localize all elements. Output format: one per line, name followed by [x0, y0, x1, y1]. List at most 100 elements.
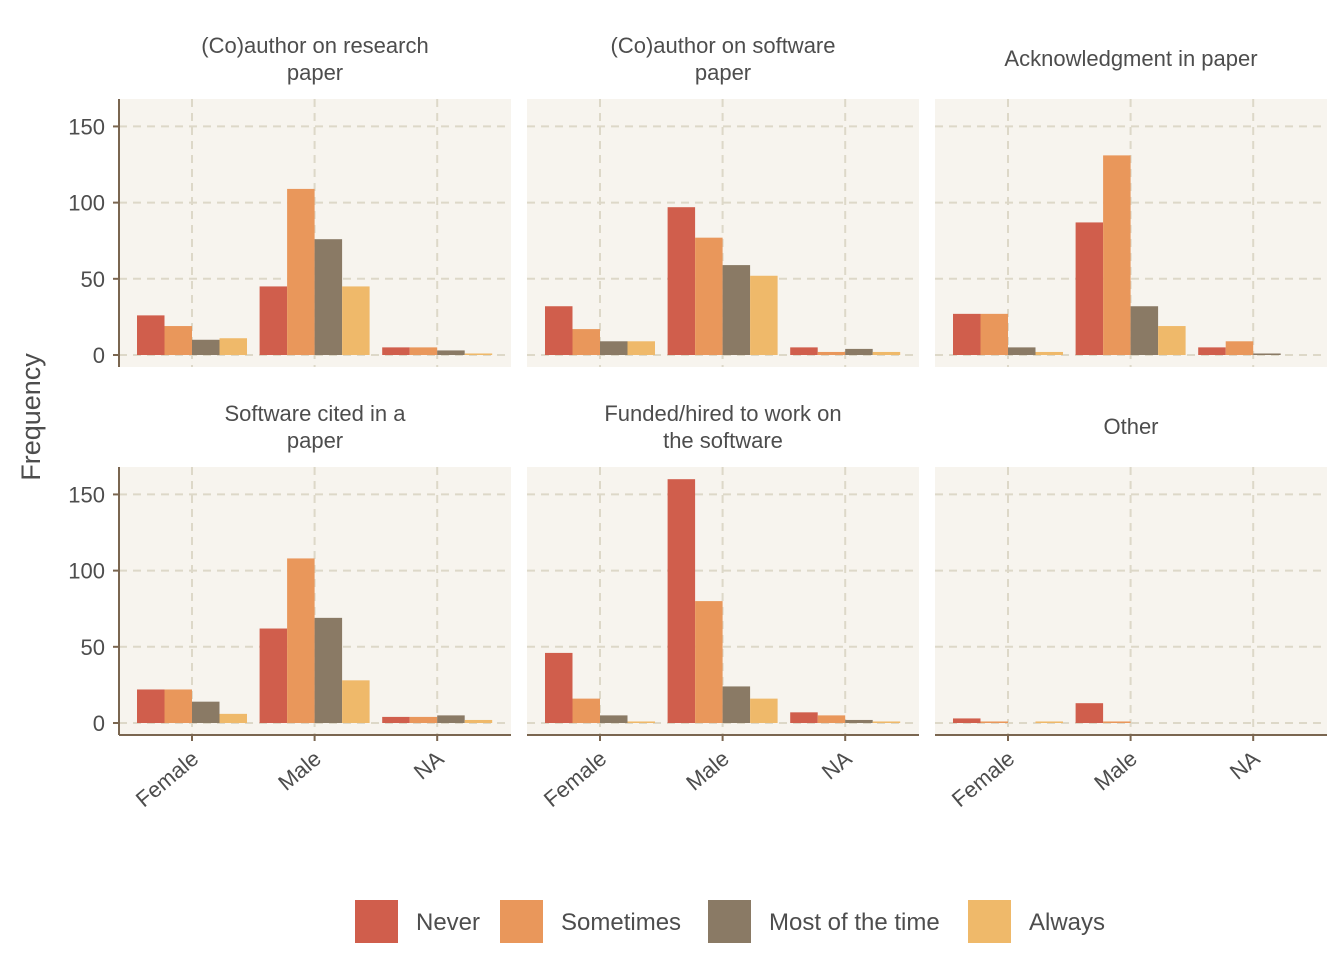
- bar: [545, 652, 573, 723]
- bar: [259, 286, 288, 355]
- bar: [572, 329, 600, 355]
- bar: [953, 718, 981, 723]
- bar: [1075, 222, 1104, 355]
- bar: [1103, 155, 1131, 355]
- x-tick-label: NA: [817, 745, 857, 784]
- bar: [1225, 341, 1254, 355]
- x-tick-label: Female: [131, 746, 203, 812]
- bar: [342, 286, 370, 355]
- bar: [382, 347, 410, 355]
- bar: [1130, 306, 1159, 355]
- bar: [1253, 353, 1281, 355]
- panel-title: (Co)author on software: [611, 33, 836, 58]
- bar: [1103, 721, 1131, 723]
- panel-title: Acknowledgment in paper: [1004, 46, 1257, 71]
- y-tick-label: 50: [81, 267, 105, 292]
- legend-label: Most of the time: [769, 909, 940, 936]
- panel-title: Other: [1103, 414, 1158, 439]
- bar: [314, 239, 343, 355]
- bar: [464, 719, 493, 723]
- bar: [1075, 703, 1104, 723]
- bar: [437, 350, 465, 355]
- y-tick-label: 100: [68, 191, 105, 216]
- bar: [667, 479, 696, 723]
- y-tick-label: 150: [68, 114, 105, 139]
- x-tick-label: Female: [947, 746, 1019, 812]
- panel-title: paper: [287, 60, 343, 85]
- bar: [695, 237, 723, 355]
- bar: [1035, 721, 1063, 723]
- bar: [980, 313, 1008, 355]
- x-tick-label: NA: [1225, 745, 1265, 784]
- bar: [259, 628, 288, 723]
- bar: [1035, 351, 1063, 355]
- bar: [1198, 347, 1226, 355]
- bar: [750, 698, 778, 723]
- bar: [219, 338, 247, 355]
- bar: [627, 341, 655, 355]
- panel-title: Software cited in a: [225, 401, 407, 426]
- bar: [627, 721, 655, 723]
- legend-key: [968, 900, 1011, 943]
- y-tick-label: 0: [93, 711, 105, 736]
- bar: [953, 313, 981, 355]
- panel-title: Funded/hired to work on: [604, 401, 841, 426]
- x-tick-label: NA: [409, 745, 449, 784]
- x-tick-label: Male: [1089, 746, 1142, 796]
- bar: [790, 712, 818, 723]
- legend-label: Always: [1029, 909, 1105, 936]
- bar: [817, 351, 846, 355]
- panel-title: the software: [663, 428, 783, 453]
- bar: [164, 689, 192, 723]
- bar: [409, 716, 438, 723]
- bar: [872, 351, 901, 355]
- bar: [600, 715, 628, 723]
- x-tick-label: Male: [681, 746, 734, 796]
- bar: [192, 701, 220, 723]
- bar: [845, 719, 873, 723]
- panel-title: paper: [287, 428, 343, 453]
- bar: [845, 348, 873, 355]
- bar: [667, 207, 696, 355]
- bar: [872, 721, 901, 723]
- y-tick-label: 0: [93, 343, 105, 368]
- legend-key: [500, 900, 543, 943]
- panel-title: (Co)author on research: [201, 33, 428, 58]
- panel-title: paper: [695, 60, 751, 85]
- bar: [750, 275, 778, 355]
- bar: [287, 188, 315, 355]
- bar: [287, 558, 315, 723]
- bar: [722, 686, 751, 723]
- bar: [382, 716, 410, 723]
- bar: [817, 715, 846, 723]
- y-axis-title: Frequency: [16, 353, 46, 481]
- legend-key: [355, 900, 398, 943]
- legend-key: [708, 900, 751, 943]
- y-tick-label: 100: [68, 559, 105, 584]
- bar: [219, 713, 247, 723]
- bar: [572, 698, 600, 723]
- bar: [722, 265, 751, 355]
- bar: [600, 341, 628, 355]
- bar: [314, 617, 343, 723]
- bar: [1008, 347, 1036, 355]
- bar: [545, 306, 573, 355]
- bar: [980, 721, 1008, 723]
- legend-label: Sometimes: [561, 909, 681, 936]
- bar: [342, 680, 370, 723]
- bar: [790, 347, 818, 355]
- x-tick-label: Male: [273, 746, 326, 796]
- x-tick-label: Female: [539, 746, 611, 812]
- bar: [137, 315, 165, 355]
- bar: [164, 326, 192, 355]
- bar: [1158, 326, 1186, 355]
- y-tick-label: 50: [81, 635, 105, 660]
- bar: [464, 353, 493, 355]
- bar: [137, 689, 165, 723]
- bar: [192, 339, 220, 355]
- legend-label: Never: [416, 909, 480, 936]
- y-tick-label: 150: [68, 482, 105, 507]
- bar: [695, 601, 723, 723]
